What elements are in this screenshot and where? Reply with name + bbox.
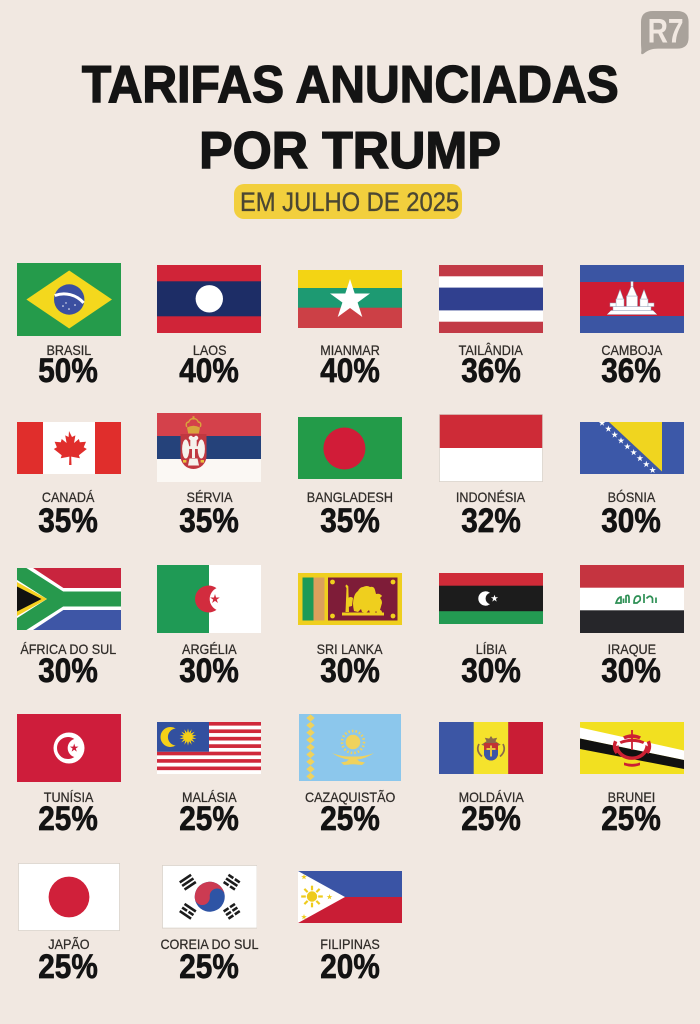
svg-text:R7: R7 <box>648 12 684 50</box>
